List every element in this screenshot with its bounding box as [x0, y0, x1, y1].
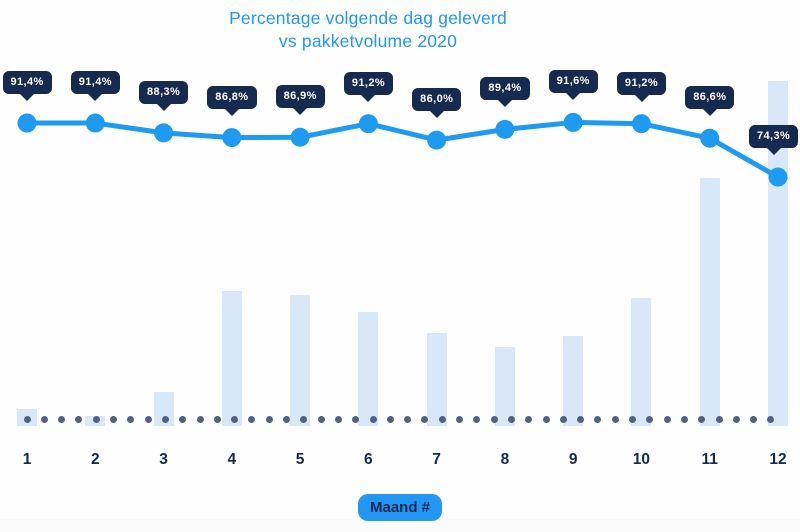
month-label: 10	[632, 451, 651, 468]
baseline-dot	[438, 415, 446, 423]
baseline-dot	[300, 415, 308, 423]
chart-title-line2: vs pakketvolume 2020	[278, 31, 458, 51]
baseline-dot	[127, 415, 135, 423]
point-tooltip: 88,3%	[139, 80, 189, 104]
point-tooltip: 91,2%	[343, 71, 394, 95]
baseline-dot	[40, 415, 48, 423]
line-marker	[222, 128, 242, 148]
baseline-dot	[334, 415, 342, 423]
footer-strip	[0, 519, 800, 532]
line-marker	[290, 127, 310, 147]
baseline-dot	[404, 415, 412, 423]
baseline-dot	[75, 415, 83, 423]
chart-title-line1: Percentage volgende dag geleverd	[229, 8, 507, 28]
month-label: 11	[701, 451, 718, 468]
month-label: 1	[22, 451, 32, 468]
baseline-dot	[231, 415, 239, 423]
line-marker	[358, 114, 378, 134]
volume-bar	[563, 336, 584, 426]
baseline-dot	[542, 415, 550, 423]
baseline-dot	[248, 415, 256, 423]
baseline-dot	[594, 415, 602, 423]
baseline-dot	[750, 415, 758, 423]
point-tooltip: 91,6%	[548, 70, 598, 94]
point-tooltip: 86,6%	[685, 86, 735, 110]
point-tooltip: 74,3%	[749, 125, 799, 149]
volume-bar	[699, 177, 720, 426]
baseline-dot	[317, 415, 325, 423]
baseline-dot	[559, 415, 567, 423]
line-marker	[85, 113, 105, 133]
point-tooltip: 86,0%	[412, 88, 462, 112]
baseline-dot	[179, 415, 187, 423]
volume-bar	[290, 294, 311, 426]
month-label: 8	[500, 451, 510, 468]
baseline-dot	[663, 415, 671, 423]
delivery-line	[24, 119, 781, 180]
baseline-dot	[629, 415, 636, 423]
baseline-dot	[577, 415, 585, 423]
baseline-dot	[490, 415, 498, 423]
baseline-dot	[265, 415, 273, 423]
baseline-dot	[386, 415, 394, 423]
baseline-dot	[92, 415, 100, 423]
point-tooltip: 89,4%	[480, 77, 530, 101]
point-tooltip: 86,9%	[275, 85, 325, 109]
point-tooltip: 91,4%	[2, 71, 52, 95]
month-label: 12	[769, 451, 787, 468]
volume-bar	[426, 332, 447, 426]
month-label: 9	[568, 451, 578, 468]
line-marker	[427, 130, 447, 150]
line-marker	[563, 112, 583, 132]
line-marker	[154, 123, 174, 143]
baseline-dot	[58, 415, 66, 423]
baseline-dot	[646, 415, 654, 423]
baseline-dot	[421, 415, 429, 423]
baseline-dot	[213, 415, 221, 423]
month-label: 7	[432, 451, 441, 468]
baseline-dot	[196, 415, 204, 423]
line-marker	[495, 119, 515, 139]
baseline-dot	[611, 415, 619, 423]
point-tooltip: 86,8%	[207, 85, 257, 109]
month-label: 6	[364, 451, 373, 468]
baseline-dot	[767, 415, 775, 423]
baseline-dot	[161, 415, 169, 423]
point-tooltip: 91,2%	[616, 71, 667, 95]
baseline-dot	[110, 415, 117, 423]
month-label: 5	[295, 451, 305, 468]
baseline-dot	[732, 415, 740, 423]
baseline-dot	[352, 415, 360, 423]
chart-title: Percentage volgende dag geleverd vs pakk…	[0, 7, 736, 53]
baseline-dot	[283, 415, 290, 423]
volume-bar	[358, 312, 379, 426]
volume-bar	[494, 346, 515, 426]
baseline-dot	[369, 415, 377, 423]
month-label: 3	[159, 451, 168, 468]
line-marker	[17, 113, 37, 133]
baseline-dot	[144, 415, 152, 423]
baseline-dot	[456, 415, 463, 423]
baseline-dot	[23, 415, 31, 423]
month-label: 4	[227, 451, 237, 468]
volume-bar	[221, 291, 242, 426]
baseline-dot	[525, 415, 533, 423]
x-axis-label-badge: Maand #	[357, 494, 443, 521]
point-tooltip: 91,4%	[70, 71, 120, 95]
baseline-dot	[715, 415, 723, 423]
line-marker	[700, 128, 720, 148]
baseline-dot	[473, 415, 481, 423]
baseline-dot	[680, 415, 688, 423]
month-label: 2	[90, 451, 100, 468]
baseline-dot	[698, 415, 706, 423]
volume-bar	[631, 298, 652, 426]
line-marker	[631, 114, 651, 134]
baseline-dot	[507, 415, 515, 423]
